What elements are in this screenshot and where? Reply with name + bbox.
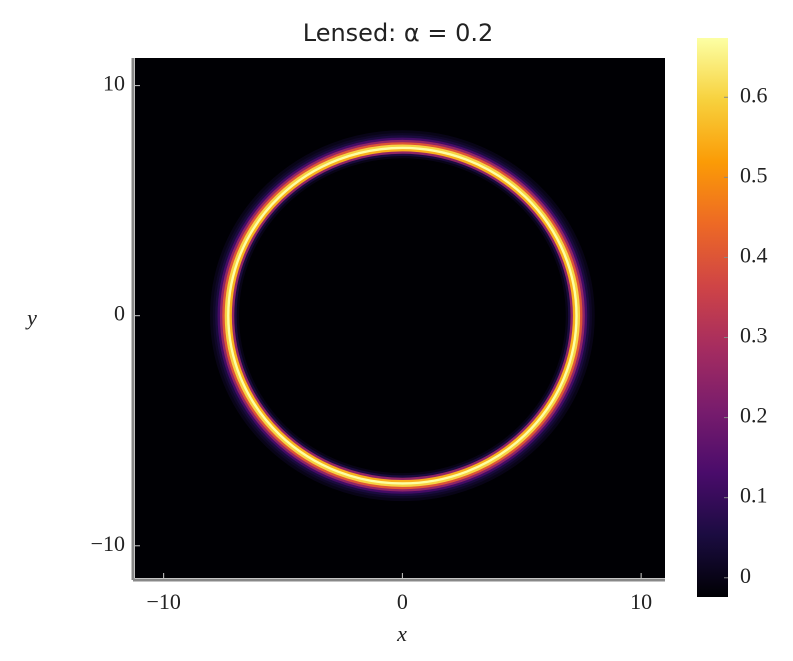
x-tick-label: 10 [630,589,652,614]
colorbar-tick-label: 0.5 [740,162,768,187]
y-tick-label: 10 [103,71,125,96]
ring-band [219,139,586,492]
ring-band [224,144,581,488]
ring-band [212,132,593,499]
colorbar-tick-label: 0.1 [740,483,768,508]
ring-band [226,146,579,486]
y-axis-label: y [25,305,37,330]
colorbar [697,38,728,597]
ring-band [236,155,569,476]
ring-band [210,130,595,502]
ring-band [221,141,583,490]
ring-band [229,148,576,483]
x-axis-label: x [396,621,407,646]
ring-band [214,134,590,497]
colorbar-tick-label: 0.3 [740,323,768,348]
colorbar-tick-label: 0.2 [740,403,768,428]
colorbar-tick-label: 0 [740,563,751,588]
colorbar-tick-label: 0.4 [740,242,768,267]
ring-band [217,137,588,495]
ring-band [231,150,574,481]
x-tick-label: 0 [397,589,408,614]
chart-title: Lensed: α = 0.2 [303,19,494,47]
colorbar-tick-label: 0.6 [740,82,768,107]
ring-band [233,153,571,479]
y-tick-label: 0 [114,301,125,326]
y-tick-label: −10 [91,531,125,556]
x-tick-label: −10 [146,589,180,614]
